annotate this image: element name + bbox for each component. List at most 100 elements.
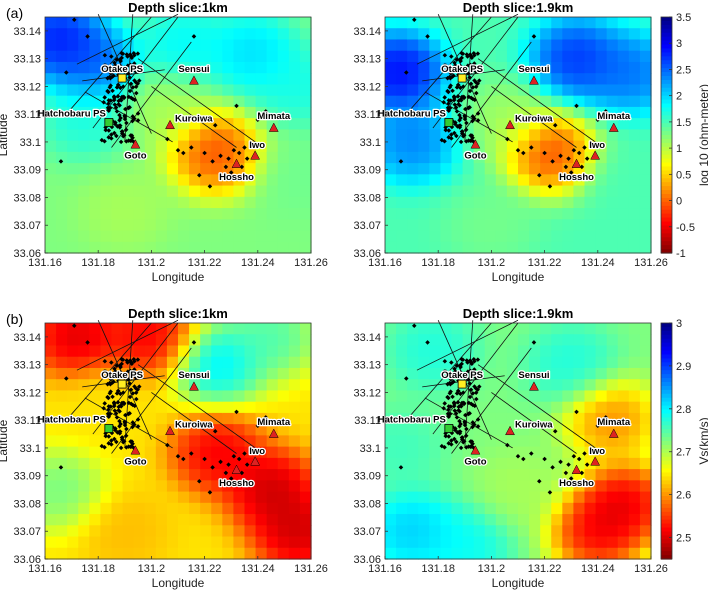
- y-tick-label: 33.1: [20, 443, 41, 455]
- x-tick-label: 131.22: [528, 257, 562, 269]
- heatmap-cell: [211, 412, 223, 425]
- heatmap-cell: [233, 367, 246, 380]
- power-station-marker: [117, 73, 127, 83]
- heatmap-cell: [89, 219, 102, 232]
- heatmap-cell: [462, 140, 475, 153]
- heatmap-cell: [45, 84, 57, 97]
- heatmap-cell: [166, 39, 179, 52]
- heatmap-cell: [573, 412, 586, 425]
- heatmap-cell: [67, 39, 79, 52]
- heatmap-cell: [155, 17, 168, 29]
- earthquake-point: [441, 405, 446, 411]
- colorbar-segment: [661, 480, 672, 485]
- heatmap-cell: [639, 390, 652, 403]
- heatmap-cell: [385, 106, 397, 119]
- heatmap-cell: [244, 95, 257, 108]
- heatmap-cell: [244, 457, 257, 470]
- heatmap-cell: [266, 525, 279, 538]
- heatmap-cell: [200, 196, 212, 209]
- earthquake-point: [477, 78, 482, 83]
- heatmap-cell: [299, 401, 312, 414]
- heatmap-cell: [277, 219, 290, 232]
- heatmap-cell: [89, 39, 102, 52]
- heatmap-cell: [595, 491, 608, 504]
- heatmap-cell: [288, 547, 301, 560]
- earthquake-point: [129, 375, 134, 381]
- heatmap-cell: [233, 401, 246, 414]
- earthquake-point: [529, 451, 534, 456]
- heatmap-cell: [255, 129, 268, 142]
- heatmap-cell: [506, 536, 519, 549]
- heatmap-cell: [396, 73, 408, 86]
- heatmap-cell: [484, 219, 497, 232]
- heatmap-cell: [407, 230, 419, 243]
- heatmap-cell: [67, 196, 79, 209]
- heatmap-cell: [200, 39, 212, 52]
- heatmap-cell: [429, 129, 442, 142]
- heatmap-cell: [67, 185, 79, 198]
- heatmap-cell: [100, 73, 113, 86]
- earthquake-point: [463, 412, 468, 418]
- heatmap-cell: [584, 39, 597, 52]
- heatmap-cell: [506, 480, 519, 493]
- heatmap-cell: [617, 106, 630, 119]
- heatmap-cell: [551, 379, 563, 392]
- heatmap-cell: [518, 185, 530, 198]
- heatmap-cell: [89, 28, 102, 41]
- earthquake-point: [454, 57, 460, 62]
- heatmap-cell: [462, 118, 475, 130]
- heatmap-cell: [100, 345, 113, 358]
- heatmap-cell: [617, 73, 630, 86]
- earthquake-point: [130, 118, 135, 124]
- heatmap-cell: [244, 367, 257, 380]
- earthquake-point: [127, 105, 132, 110]
- heatmap-cell: [617, 345, 630, 358]
- heatmap-cell: [299, 219, 312, 232]
- heatmap-cell: [440, 73, 453, 86]
- heatmap-cell: [407, 118, 419, 130]
- earthquake-point: [130, 391, 136, 396]
- heatmap-cell: [111, 73, 124, 86]
- heatmap-cell: [255, 196, 268, 209]
- heatmap-cell: [562, 446, 575, 459]
- heatmap-cell: [200, 84, 212, 97]
- earthquake-point: [463, 433, 469, 438]
- x-tick-label: 131.24: [241, 563, 275, 575]
- earthquake-point: [117, 409, 122, 414]
- colorbar-segment: [661, 138, 672, 144]
- heatmap-cell: [562, 547, 575, 560]
- heatmap-cell: [111, 174, 124, 187]
- colorbar-segment: [661, 178, 672, 183]
- heatmap-cell: [429, 390, 442, 403]
- x-tick-label: 131.16: [368, 257, 402, 269]
- heatmap-cell: [573, 106, 586, 119]
- heatmap-cell: [562, 61, 575, 74]
- x-tick-label: 131.22: [528, 563, 562, 575]
- heatmap-cell: [473, 424, 486, 436]
- heatmap-cell: [255, 39, 268, 52]
- earthquake-point: [450, 394, 455, 400]
- heatmap-cell: [617, 118, 630, 130]
- heatmap-cell: [144, 412, 157, 425]
- heatmap-cell: [385, 39, 397, 52]
- hot-spring-marker: [268, 122, 279, 132]
- heatmap-cell: [639, 469, 652, 481]
- earthquake-point: [457, 373, 463, 378]
- heatmap-cell: [628, 196, 641, 209]
- heatmap-cell: [562, 50, 575, 63]
- heatmap-cell: [506, 345, 519, 358]
- heatmap-cell: [133, 446, 146, 459]
- earthquake-point: [212, 429, 218, 434]
- heatmap-cell: [562, 424, 575, 436]
- heatmap-cell: [407, 163, 419, 175]
- heatmap-cell: [396, 95, 408, 108]
- colorbar-segment: [661, 503, 672, 509]
- heatmap-cell: [78, 185, 90, 198]
- heatmap-cell: [639, 334, 652, 347]
- heatmap-cell: [484, 230, 497, 243]
- colorbar-segment: [661, 217, 672, 223]
- heatmap-cell: [462, 129, 475, 142]
- heatmap-cell: [122, 334, 135, 347]
- heatmap-cell: [255, 73, 268, 86]
- heatmap-cell: [89, 390, 102, 403]
